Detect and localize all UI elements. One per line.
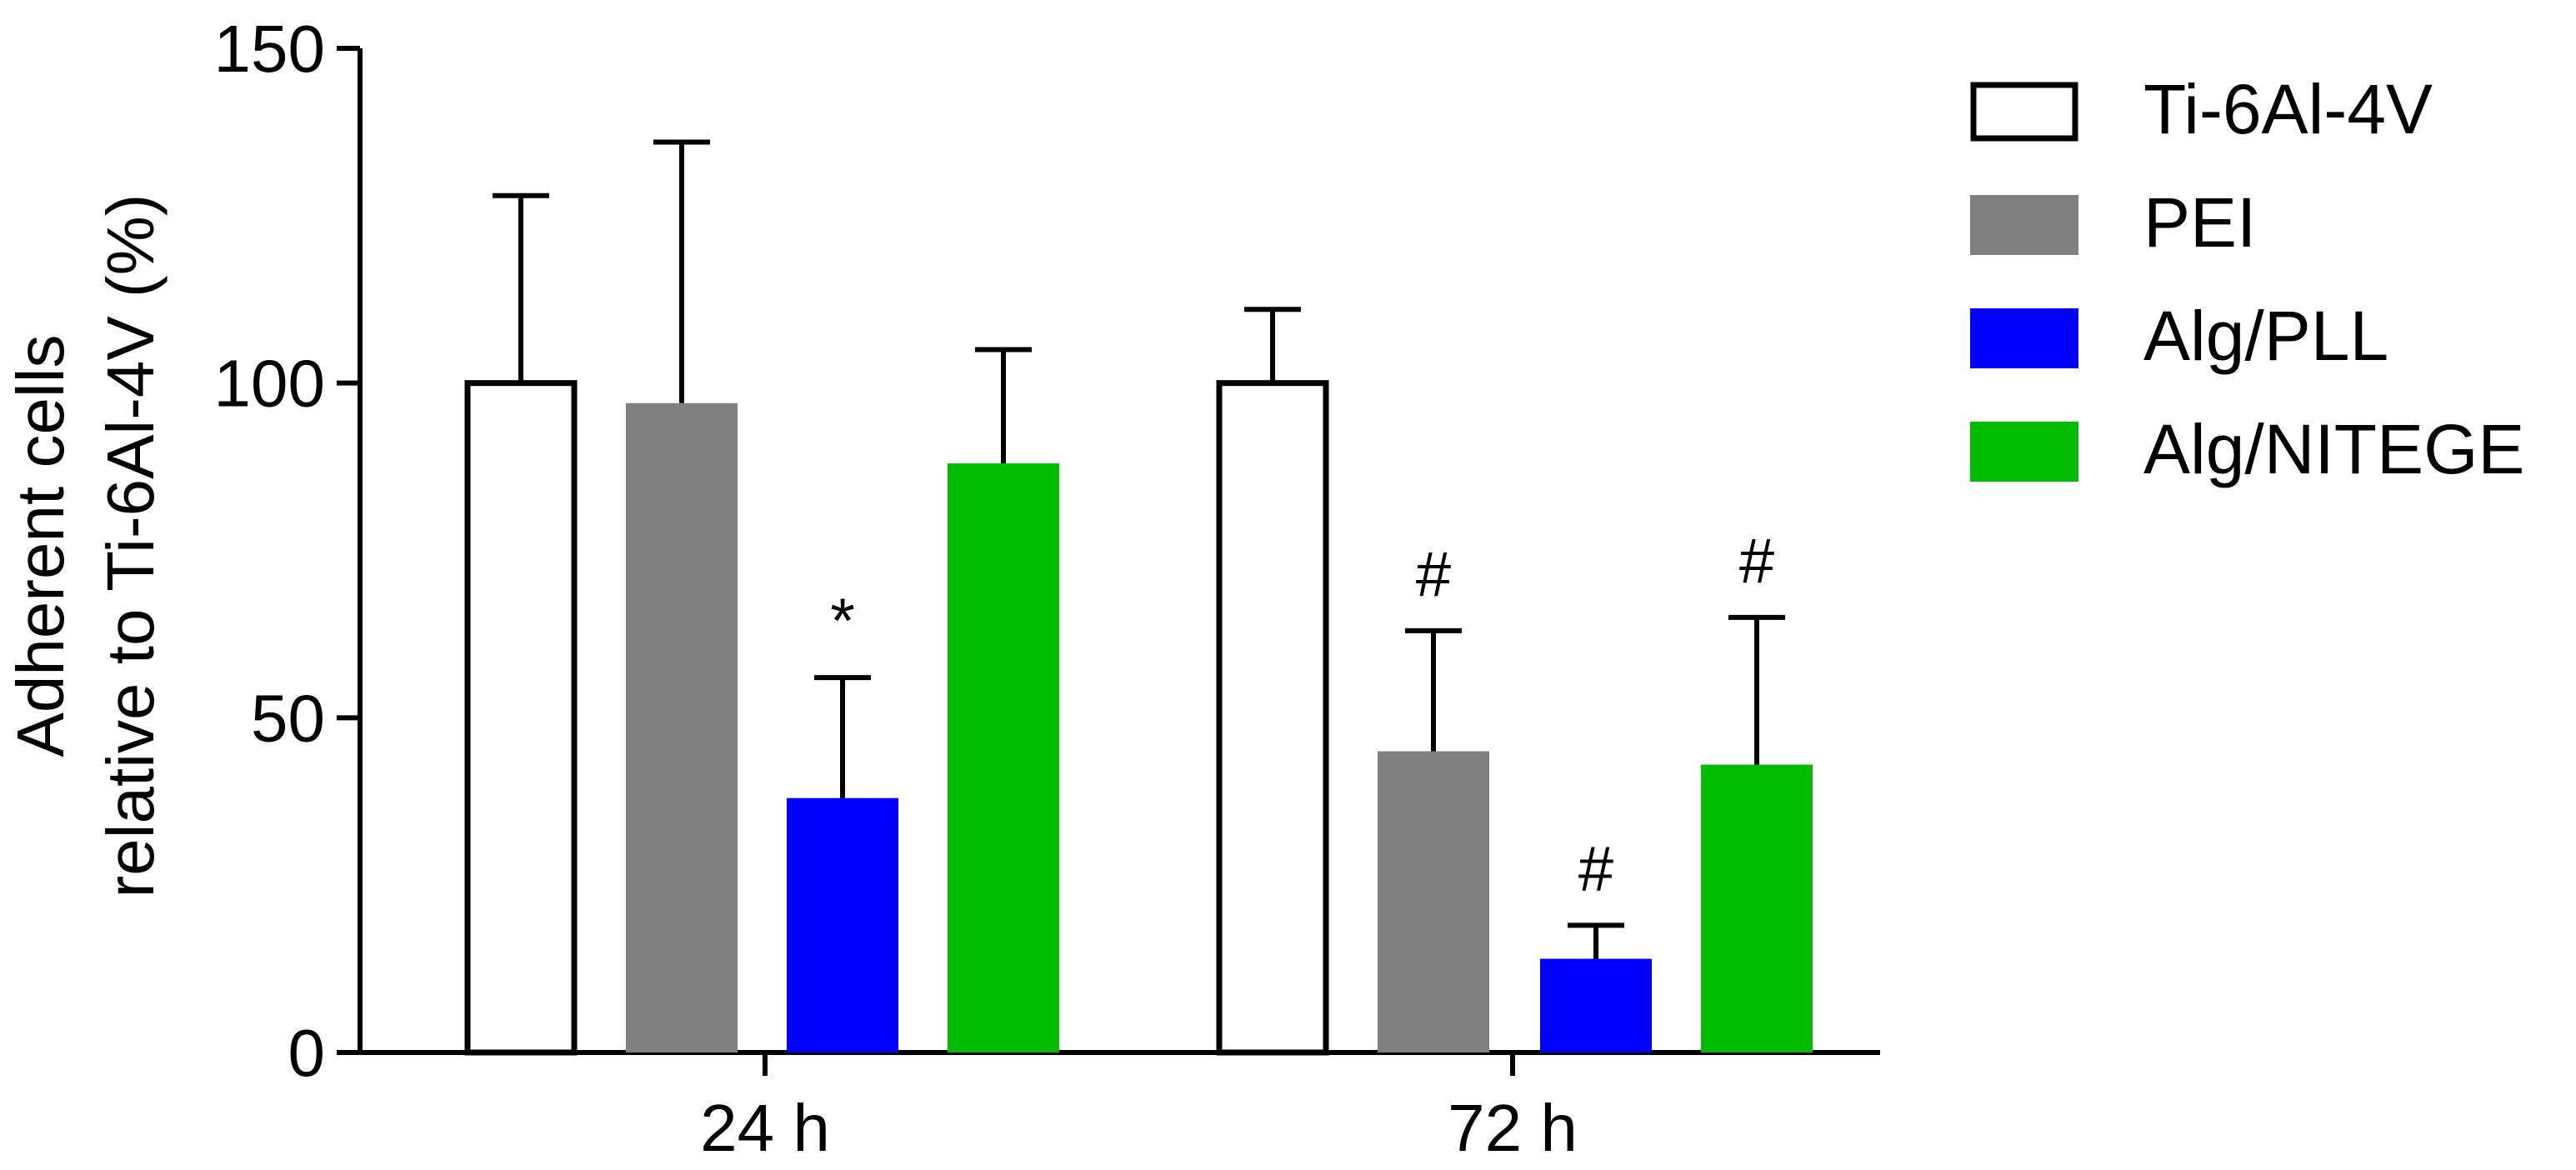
- bar-pei-72h: [1378, 751, 1489, 1052]
- bar-alg-pll-72h: [1540, 958, 1652, 1052]
- legend-swatch-pei: [1970, 195, 2078, 255]
- bar-alg-pll-24h: [787, 798, 898, 1052]
- bar-alg-nitege-72h: [1701, 764, 1813, 1052]
- legend-label: PEI: [2143, 183, 2256, 262]
- y-tick-label: 50: [251, 681, 325, 755]
- significance-marker: #: [1739, 526, 1774, 597]
- legend-label: Ti-6Al-4V: [2143, 70, 2433, 148]
- y-tick-label: 100: [214, 347, 325, 421]
- y-tick-label: 150: [214, 12, 325, 86]
- y-axis-title-line-2: relative to Ti-6Al-4V (%): [93, 194, 168, 898]
- legend-label: Alg/NITEGE: [2143, 410, 2524, 488]
- significance-marker: #: [1578, 833, 1613, 904]
- significance-marker: *: [830, 586, 855, 657]
- bar-ti-6al-4v-24h: [464, 380, 578, 1056]
- significance-marker: #: [1416, 539, 1451, 610]
- x-tick-label: 24 h: [700, 1091, 830, 1165]
- legend-swatch-ti-6al-4v: [1970, 82, 2078, 142]
- bar-pei-24h: [626, 402, 738, 1052]
- x-tick-label: 72 h: [1448, 1091, 1578, 1165]
- y-axis-title-line-1: Adherent cells: [3, 335, 78, 758]
- legend: Ti-6Al-4V PEI Alg/PLL Alg/NITEGE: [1970, 70, 2524, 488]
- legend-swatch-alg-nitege: [1970, 422, 2078, 482]
- legend-swatch-alg-pll: [1970, 308, 2078, 368]
- axes: 0 50 100 150 24 h 72 h: [214, 12, 1880, 1165]
- y-axis-title: Adherent cells relative to Ti-6Al-4V (%): [3, 194, 168, 898]
- bars-group: * # # #: [464, 139, 1813, 1056]
- bar-ti-6al-4v-72h: [1216, 380, 1329, 1056]
- y-tick-label: 0: [288, 1016, 326, 1090]
- legend-label: Alg/PLL: [2143, 297, 2388, 375]
- bar-alg-nitege-24h: [948, 463, 1059, 1052]
